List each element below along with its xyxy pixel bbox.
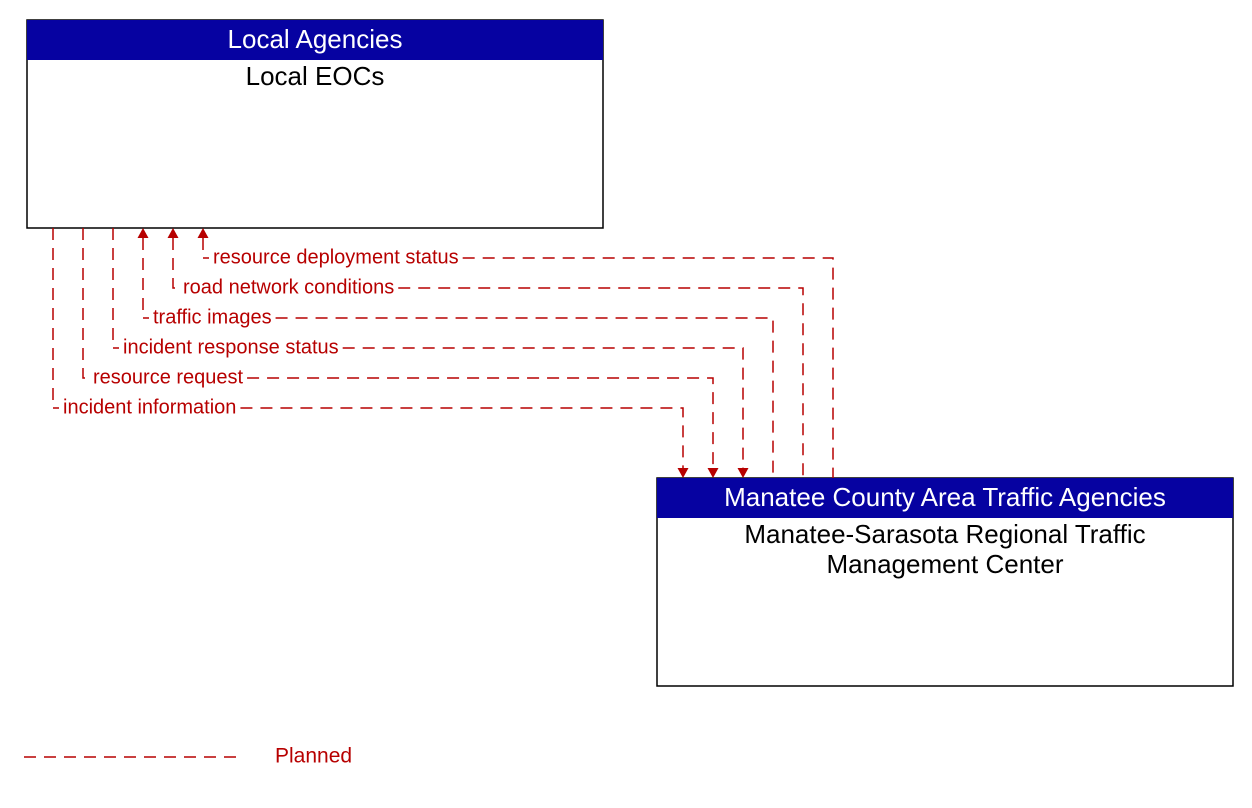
flow-label-2: traffic images <box>153 306 272 328</box>
legend: Planned <box>24 745 352 768</box>
flow-line-2-a <box>143 238 149 318</box>
flow-label-0: resource deployment status <box>213 246 459 268</box>
flow-line-5-b <box>240 408 683 468</box>
flow-line-4-a <box>83 228 89 378</box>
flow-line-5-a <box>53 228 59 408</box>
legend-label: Planned <box>275 745 352 768</box>
flow-label-3: incident response status <box>123 336 339 358</box>
flow-line-4-b <box>247 378 713 468</box>
architecture-diagram: Local Agencies Local EOCs Manatee County… <box>0 0 1252 808</box>
node-top-body-label: Local EOCs <box>246 61 385 91</box>
flow-arrow-5 <box>678 468 689 478</box>
flow-line-0-b <box>463 258 833 478</box>
flow-line-1-a <box>173 238 179 288</box>
node-local-eocs: Local Agencies Local EOCs <box>27 20 603 228</box>
node-bottom-body-label-2: Management Center <box>826 549 1063 579</box>
flow-label-1: road network conditions <box>183 276 394 298</box>
flow-arrow-4 <box>708 468 719 478</box>
flow-line-2-b <box>276 318 773 478</box>
node-bottom-header-label: Manatee County Area Traffic Agencies <box>724 482 1166 512</box>
flow-label-5: incident information <box>63 396 236 418</box>
flow-line-3-a <box>113 228 119 348</box>
flow-label-4: resource request <box>93 366 244 388</box>
node-top-header-label: Local Agencies <box>228 24 403 54</box>
flow-arrow-2 <box>138 228 149 238</box>
node-manatee-tmc: Manatee County Area Traffic Agencies Man… <box>657 478 1233 686</box>
flow-line-0-a <box>203 238 209 258</box>
flow-arrow-0 <box>198 228 209 238</box>
flow-arrow-3 <box>738 468 749 478</box>
node-bottom-body-label-1: Manatee-Sarasota Regional Traffic <box>744 519 1145 549</box>
flow-arrow-1 <box>168 228 179 238</box>
flow-lines: resource deployment status road network c… <box>53 228 833 478</box>
